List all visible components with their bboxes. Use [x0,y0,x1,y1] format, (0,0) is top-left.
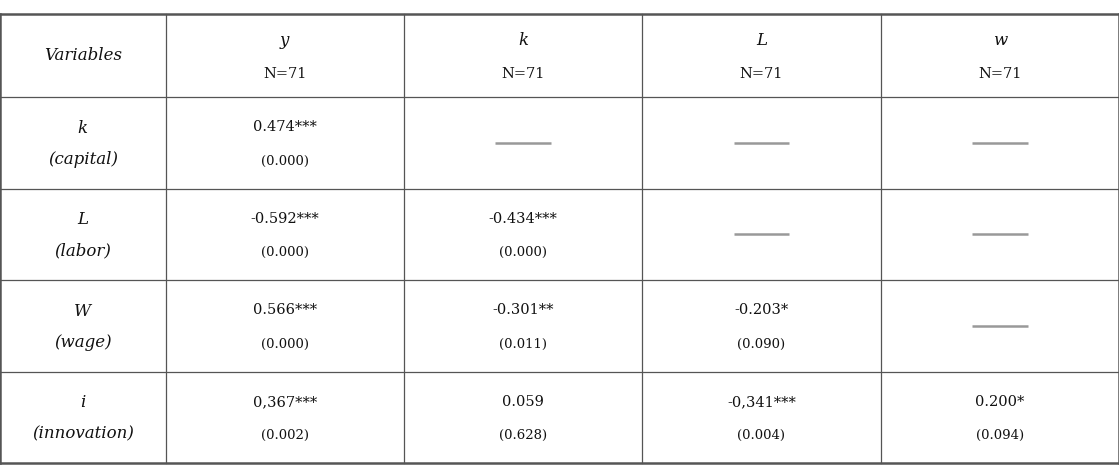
Text: 0.200*: 0.200* [975,395,1025,409]
Text: 0,367***: 0,367*** [253,395,317,409]
Text: W: W [74,303,92,320]
Text: -0,341***: -0,341*** [727,395,796,409]
Text: 0.566***: 0.566*** [253,303,317,317]
Text: 0.059: 0.059 [502,395,544,409]
Text: k: k [77,120,88,137]
Text: (0.090): (0.090) [737,338,786,351]
Text: k: k [518,32,528,49]
Text: (0.011): (0.011) [499,338,547,351]
Text: L: L [756,32,767,49]
Text: i: i [81,395,85,411]
Text: N=71: N=71 [740,67,783,81]
Text: Variables: Variables [44,47,122,64]
Text: (labor): (labor) [55,242,111,259]
Text: N=71: N=71 [501,67,545,81]
Text: (0.004): (0.004) [737,429,786,442]
Text: (capital): (capital) [48,151,117,168]
Text: -0.301**: -0.301** [492,303,554,317]
Text: (0.000): (0.000) [261,338,309,351]
Text: N=71: N=71 [978,67,1022,81]
Text: (0.000): (0.000) [261,246,309,259]
Text: (0.628): (0.628) [499,429,547,442]
Text: (0.002): (0.002) [261,429,309,442]
Text: (innovation): (innovation) [31,425,134,443]
Text: (0.000): (0.000) [261,155,309,168]
Text: (0.094): (0.094) [976,429,1024,442]
Text: -0.592***: -0.592*** [251,212,319,226]
Text: 0.474***: 0.474*** [253,120,317,134]
Text: -0.434***: -0.434*** [489,212,557,226]
Text: (wage): (wage) [54,334,112,351]
Text: y: y [280,32,290,49]
Text: L: L [77,212,88,228]
Text: N=71: N=71 [263,67,307,81]
Text: w: w [993,32,1007,49]
Text: (0.000): (0.000) [499,246,547,259]
Text: -0.203*: -0.203* [734,303,789,317]
